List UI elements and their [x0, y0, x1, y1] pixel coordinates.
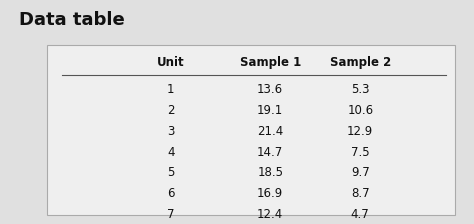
Text: 14.7: 14.7	[257, 146, 283, 159]
Text: 5.3: 5.3	[351, 83, 370, 96]
Text: Data table: Data table	[19, 11, 125, 29]
Text: 7.5: 7.5	[351, 146, 370, 159]
Text: 19.1: 19.1	[257, 104, 283, 117]
Text: 12.9: 12.9	[347, 125, 374, 138]
Text: 2: 2	[167, 104, 174, 117]
Text: 7: 7	[167, 208, 174, 221]
FancyBboxPatch shape	[47, 45, 455, 215]
Text: 1: 1	[167, 83, 174, 96]
Text: Sample 2: Sample 2	[329, 56, 391, 69]
Text: Unit: Unit	[157, 56, 184, 69]
Text: 8.7: 8.7	[351, 187, 370, 200]
Text: 9.7: 9.7	[351, 166, 370, 179]
Text: 4.7: 4.7	[351, 208, 370, 221]
Text: 3: 3	[167, 125, 174, 138]
Text: 6: 6	[167, 187, 174, 200]
Text: 16.9: 16.9	[257, 187, 283, 200]
Text: 10.6: 10.6	[347, 104, 374, 117]
Text: 21.4: 21.4	[257, 125, 283, 138]
Text: 18.5: 18.5	[257, 166, 283, 179]
Text: 13.6: 13.6	[257, 83, 283, 96]
Text: 12.4: 12.4	[257, 208, 283, 221]
Text: Sample 1: Sample 1	[239, 56, 301, 69]
Text: 5: 5	[167, 166, 174, 179]
Text: 4: 4	[167, 146, 174, 159]
